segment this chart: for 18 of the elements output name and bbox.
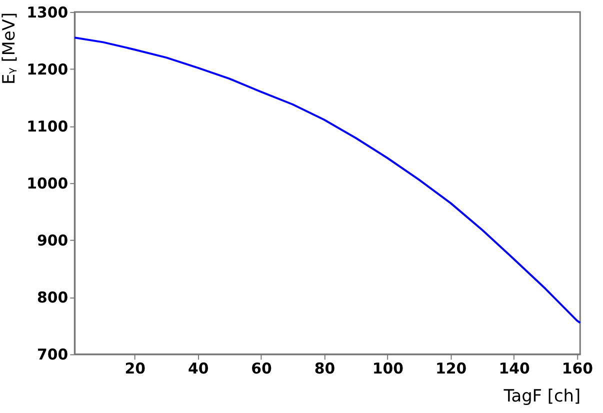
x-tick-label: 140 <box>498 360 530 378</box>
x-tick-label: 160 <box>562 360 594 378</box>
x-axis-title: TagF [ch] <box>502 386 581 406</box>
y-tick-label: 900 <box>37 232 68 250</box>
y-tick-label: 800 <box>37 288 68 307</box>
y-axis-title: Eᵧ [MeV] <box>0 12 19 85</box>
x-tick-label: 40 <box>188 360 209 378</box>
x-tick-label: 60 <box>251 360 272 378</box>
y-tick-label: 1100 <box>26 118 68 136</box>
line-series <box>74 36 582 324</box>
y-tick-label: 700 <box>37 346 68 364</box>
x-tick-label: 100 <box>372 360 404 378</box>
x-tick-label: 80 <box>314 360 336 378</box>
x-tick-label: 20 <box>124 360 146 378</box>
y-tick-label: 1000 <box>26 174 68 193</box>
y-tick-label: 1200 <box>26 60 68 78</box>
x-tick-label: 120 <box>436 360 467 378</box>
y-tick-label: 1300 <box>26 3 68 22</box>
